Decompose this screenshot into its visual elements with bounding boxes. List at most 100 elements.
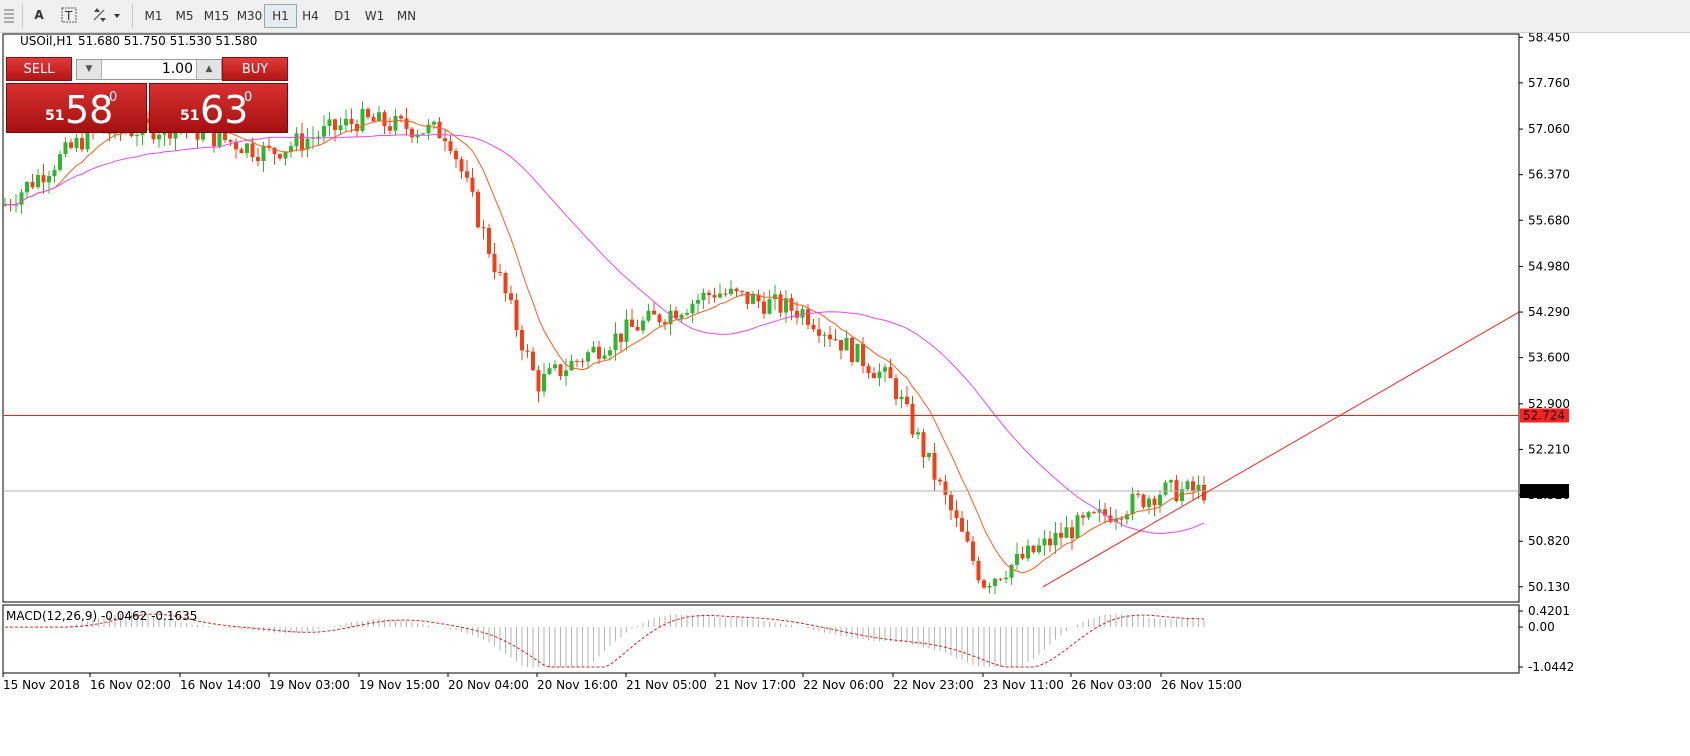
price-tick-label: 50.820 <box>1528 534 1570 548</box>
bear-candle <box>850 337 854 363</box>
bull-candle <box>1147 498 1151 508</box>
bear-candle <box>1059 532 1063 538</box>
bull-candle <box>1015 553 1019 565</box>
lot-size-value[interactable]: 1.00 <box>161 61 193 77</box>
bear-candle <box>366 109 370 118</box>
bull-candle <box>157 134 161 140</box>
timeframe-m1-button[interactable]: M1 <box>144 9 163 23</box>
bear-candle <box>910 404 915 435</box>
bear-candle <box>465 171 469 178</box>
bull-candle <box>855 343 860 363</box>
bull-candle <box>261 145 266 161</box>
bull-candle <box>547 368 552 375</box>
time-tick-label: 26 Nov 15:00 <box>1161 678 1242 692</box>
bull-candle <box>987 585 992 588</box>
bear-candle <box>520 330 524 351</box>
bull-candle <box>679 314 684 319</box>
bull-candle <box>1114 518 1118 522</box>
buy-price-big: 63 <box>200 88 249 132</box>
bull-candle <box>564 370 568 377</box>
time-tick-label: 26 Nov 03:00 <box>1071 678 1152 692</box>
bear-candle <box>938 479 942 482</box>
bear-candle <box>459 159 464 172</box>
timeframe-h1-button[interactable]: H1 <box>264 4 297 28</box>
price-chart: 58.450 57.760 57.060 56.370 55.680 54.980 54.2… <box>2 33 1574 692</box>
bear-candle <box>492 253 497 273</box>
timeframe-m5-button[interactable]: M5 <box>175 9 194 23</box>
bear-candle <box>212 127 216 147</box>
bull-candle <box>624 319 629 342</box>
lot-increase-icon[interactable]: ▲ <box>196 60 221 79</box>
bull-candle <box>289 146 293 152</box>
shapes-icon[interactable] <box>90 4 124 26</box>
bear-candle <box>234 141 238 150</box>
bull-candle <box>173 128 178 139</box>
time-tick-label: 22 Nov 06:00 <box>803 678 884 692</box>
bear-candle <box>558 364 563 377</box>
bull-candle <box>1004 577 1008 580</box>
chart-symbol-header: USOil,H1 <box>20 34 73 48</box>
bear-candle <box>723 293 728 295</box>
text-label-icon[interactable]: A <box>34 8 44 22</box>
buy-button[interactable]: BUY <box>222 57 288 81</box>
trendline <box>1042 311 1520 588</box>
lot-decrease-icon[interactable]: ▼ <box>77 60 102 79</box>
svg-text:T: T <box>64 9 73 23</box>
bull-candle <box>294 133 299 147</box>
buy-price-button[interactable]: 51 63 0 <box>149 83 288 133</box>
timeframe-d1-button[interactable]: D1 <box>334 9 351 23</box>
timeframe-w1-button[interactable]: W1 <box>364 9 385 23</box>
bull-candle <box>1163 482 1168 495</box>
timeframe-mn-button[interactable]: MN <box>396 9 417 23</box>
time-tick-label: 21 Nov 05:00 <box>626 678 707 692</box>
bull-candle <box>426 124 431 134</box>
bear-candle <box>1136 493 1140 495</box>
bear-candle <box>630 319 634 327</box>
bear-candle <box>712 295 717 298</box>
bear-candle <box>371 117 376 122</box>
bull-candle <box>36 175 40 188</box>
buy-price-prefix: 51 <box>180 108 200 124</box>
bear-candle <box>954 510 959 519</box>
bear-candle <box>69 142 73 148</box>
time-tick-label: 16 Nov 14:00 <box>180 678 261 692</box>
bear-candle <box>300 133 304 150</box>
timeframe-m30-button[interactable]: M30 <box>236 9 263 23</box>
bear-candle <box>146 118 150 124</box>
bull-candle <box>135 134 139 137</box>
bull-candle <box>1053 532 1058 546</box>
bull-candle <box>415 134 420 138</box>
timeframe-h4-button[interactable]: H4 <box>302 9 319 23</box>
price-tick-label: 53.600 <box>1528 351 1570 365</box>
bull-candle <box>646 310 651 321</box>
timeframe-m15-button[interactable]: M15 <box>203 9 230 23</box>
bear-candle <box>833 339 838 341</box>
bear-candle <box>1103 509 1107 516</box>
bear-candle <box>1070 527 1074 539</box>
line-tool-icon[interactable] <box>2 4 16 26</box>
bull-candle <box>201 129 205 140</box>
bull-candle <box>586 352 590 362</box>
bear-candle <box>481 227 486 229</box>
bull-candle <box>1042 538 1047 546</box>
bear-candle <box>404 118 409 129</box>
bull-candle <box>844 337 849 351</box>
sell-price-button[interactable]: 51 58 0 <box>6 83 147 133</box>
bear-candle <box>1092 512 1096 514</box>
bear-candle <box>503 272 508 294</box>
bull-candle <box>1158 494 1162 506</box>
bear-candle <box>454 151 458 160</box>
bull-candle <box>608 350 612 356</box>
current-price-label: 51.580 <box>1523 484 1565 498</box>
bull-candle <box>751 294 755 304</box>
text-box-icon[interactable]: T <box>60 4 78 26</box>
time-tick-label: 23 Nov 11:00 <box>983 678 1064 692</box>
price-tick-label: 57.060 <box>1528 122 1570 136</box>
bear-candle <box>652 310 656 315</box>
lot-size-field[interactable]: ▼ 1.00 ▲ <box>76 59 222 80</box>
sell-button[interactable]: SELL <box>6 57 72 81</box>
bull-candle <box>377 112 381 122</box>
bear-candle <box>888 367 893 379</box>
bear-candle <box>333 119 337 131</box>
macd-signal-line <box>5 613 1205 668</box>
